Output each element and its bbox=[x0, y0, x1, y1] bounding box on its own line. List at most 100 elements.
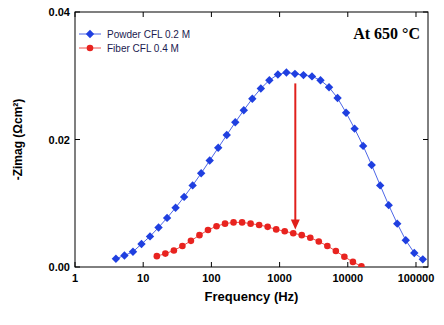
data-point bbox=[171, 204, 179, 212]
y-tick bbox=[75, 12, 80, 13]
x-tick-label: 100000 bbox=[398, 272, 435, 284]
data-point bbox=[223, 131, 231, 139]
x-tick-label: 1000 bbox=[267, 272, 291, 284]
data-point bbox=[333, 248, 340, 255]
legend: Powder CFL 0.2 M Fiber CFL 0.4 M bbox=[79, 29, 190, 54]
data-point bbox=[265, 76, 273, 84]
legend-label: Fiber CFL 0.4 M bbox=[107, 43, 179, 54]
x-tick bbox=[279, 262, 280, 267]
y-axis-label: -Zimag (Ωcm²) bbox=[11, 99, 25, 181]
legend-marker bbox=[86, 30, 94, 38]
data-point bbox=[247, 220, 254, 227]
data-point bbox=[264, 224, 271, 231]
data-point bbox=[273, 226, 280, 233]
data-point bbox=[325, 83, 333, 91]
annotation: At 650 °C bbox=[353, 25, 420, 42]
data-point bbox=[162, 250, 169, 257]
data-point bbox=[307, 234, 314, 241]
data-point bbox=[290, 230, 297, 237]
data-point bbox=[137, 240, 145, 248]
legend-marker bbox=[87, 45, 94, 52]
data-point bbox=[240, 106, 248, 114]
data-point bbox=[256, 222, 263, 229]
y-tick bbox=[423, 267, 428, 268]
data-point bbox=[257, 84, 265, 92]
data-point bbox=[298, 232, 305, 239]
data-point bbox=[205, 156, 213, 164]
data-point bbox=[196, 232, 203, 239]
x-axis-label: Frequency (Hz) bbox=[205, 289, 299, 304]
data-point bbox=[179, 243, 186, 250]
data-point bbox=[231, 118, 239, 126]
x-tick bbox=[211, 262, 212, 267]
data-point bbox=[316, 76, 324, 84]
y-tick-label: 0.00 bbox=[49, 261, 70, 273]
data-point bbox=[350, 259, 357, 266]
data-point bbox=[197, 169, 205, 177]
data-point bbox=[342, 109, 350, 117]
y-tick bbox=[75, 139, 80, 140]
data-point bbox=[214, 144, 222, 152]
data-point bbox=[410, 249, 418, 257]
data-point bbox=[316, 238, 323, 245]
data-point bbox=[402, 236, 410, 244]
arrow-head bbox=[291, 219, 300, 229]
data-point bbox=[341, 253, 348, 260]
series-line bbox=[116, 73, 423, 260]
data-point bbox=[358, 263, 365, 267]
x-tick bbox=[143, 12, 144, 17]
x-tick bbox=[143, 262, 144, 267]
plot-frame bbox=[75, 12, 428, 267]
data-point bbox=[188, 181, 196, 189]
data-point bbox=[154, 223, 162, 231]
data-point bbox=[146, 232, 154, 240]
data-point bbox=[367, 161, 375, 169]
data-point bbox=[154, 253, 161, 260]
x-tick-label: 10 bbox=[137, 272, 149, 284]
data-point bbox=[239, 219, 246, 226]
data-point bbox=[385, 201, 393, 209]
plot-data bbox=[112, 68, 427, 267]
x-tick bbox=[415, 262, 416, 267]
data-point bbox=[129, 248, 137, 256]
arrow-shaft bbox=[294, 83, 296, 220]
data-point bbox=[359, 142, 367, 150]
x-tick-label: 10000 bbox=[332, 272, 363, 284]
x-tick bbox=[347, 12, 348, 17]
data-point bbox=[324, 243, 331, 250]
data-point bbox=[350, 124, 358, 132]
legend-label: Powder CFL 0.2 M bbox=[107, 29, 190, 40]
y-tick-label: 0.02 bbox=[49, 134, 70, 146]
data-point bbox=[120, 251, 128, 259]
data-point bbox=[299, 71, 307, 79]
y-tick bbox=[423, 139, 428, 140]
x-tick bbox=[75, 262, 76, 267]
data-point bbox=[230, 219, 237, 226]
x-tick-label: 100 bbox=[202, 272, 220, 284]
data-point bbox=[419, 255, 427, 263]
y-tick bbox=[75, 267, 80, 268]
y-tick bbox=[423, 12, 428, 13]
data-point bbox=[376, 181, 384, 189]
data-point bbox=[274, 70, 282, 78]
data-point bbox=[163, 214, 171, 222]
x-tick bbox=[75, 12, 76, 17]
data-point bbox=[282, 68, 290, 76]
data-point bbox=[180, 193, 188, 201]
data-point bbox=[281, 228, 288, 235]
data-point bbox=[333, 94, 341, 102]
x-tick bbox=[211, 12, 212, 17]
data-point bbox=[205, 227, 212, 234]
y-tick-label: 0.04 bbox=[49, 6, 71, 18]
x-tick bbox=[279, 12, 280, 17]
data-point bbox=[188, 238, 195, 245]
x-tick bbox=[347, 262, 348, 267]
data-point bbox=[213, 223, 220, 230]
chart: 1 10 100 1000 10000 100000 0.00 0.02 0.04 Frequen… bbox=[0, 0, 444, 325]
series-line bbox=[157, 222, 362, 266]
x-tick bbox=[415, 12, 416, 17]
x-tick-label: 1 bbox=[72, 272, 78, 284]
data-point bbox=[291, 70, 299, 78]
data-point bbox=[171, 247, 178, 254]
data-point bbox=[393, 219, 401, 227]
